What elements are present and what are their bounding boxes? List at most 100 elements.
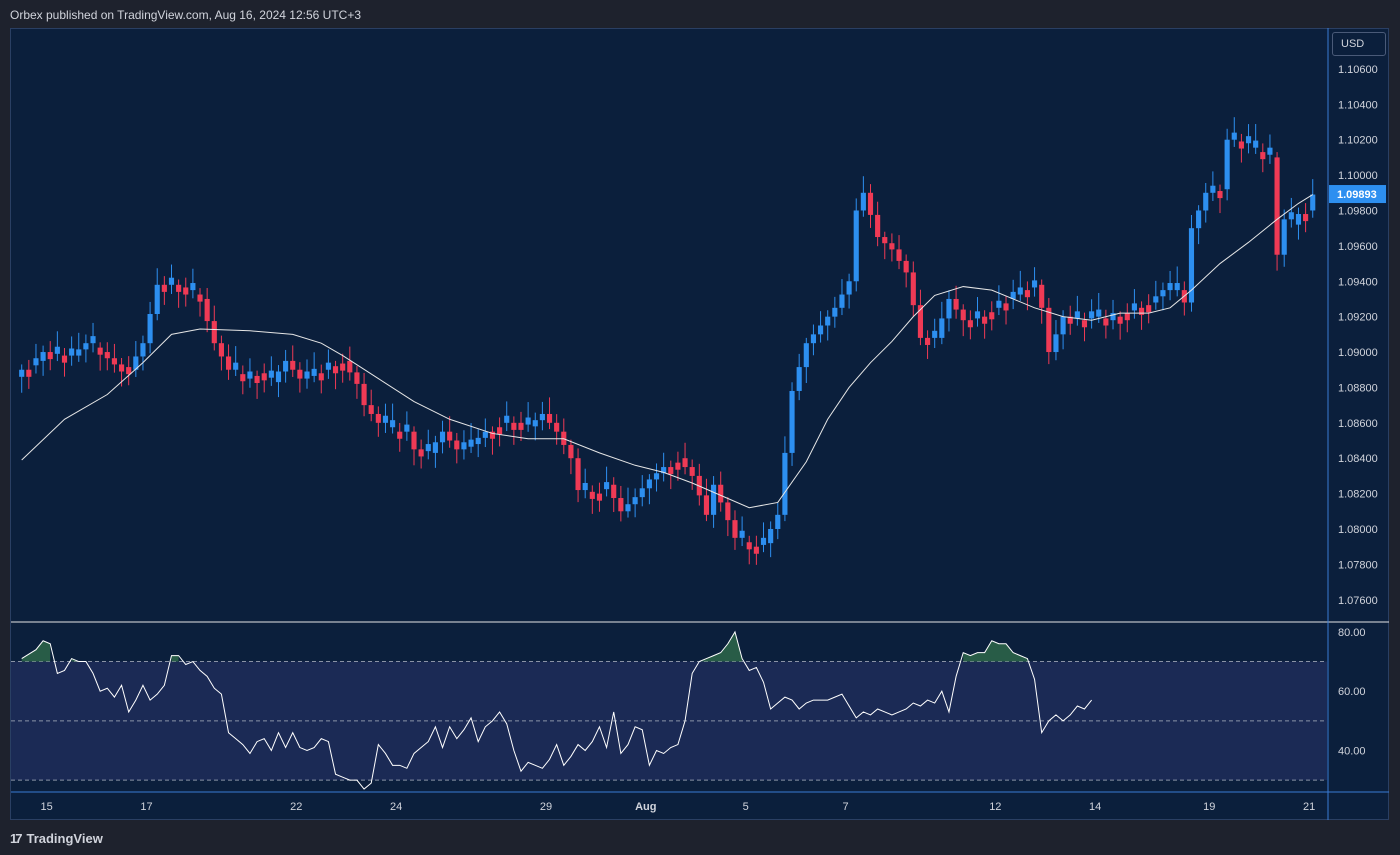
tradingview-logo[interactable]: 17 TradingView: [10, 828, 103, 848]
candle: [1039, 279, 1045, 324]
candle-body: [1295, 214, 1302, 225]
candle: [875, 201, 881, 247]
candle-body: [1231, 132, 1237, 140]
candle-body: [218, 343, 224, 357]
candle-body: [675, 462, 681, 470]
candle: [796, 353, 802, 401]
candle: [632, 488, 638, 518]
candle-body: [404, 424, 410, 432]
candle: [703, 478, 710, 522]
candle: [283, 349, 289, 383]
candle: [1131, 289, 1137, 319]
candle-body: [1060, 316, 1066, 335]
rsi-pane: [11, 661, 1327, 781]
candle: [739, 516, 745, 547]
moving-average-line: [21, 194, 1313, 509]
candle-body: [611, 484, 617, 499]
candle: [1138, 301, 1145, 330]
candle: [1046, 297, 1052, 365]
candle: [546, 397, 553, 430]
publisher-header: Orbex published on TradingView.com, Aug …: [10, 8, 362, 22]
candle: [511, 416, 517, 445]
candle: [753, 535, 759, 565]
candle-body: [61, 355, 68, 363]
candle-body: [1245, 136, 1252, 144]
candle-body: [183, 287, 189, 295]
candle: [1089, 299, 1095, 329]
candle-body: [739, 530, 745, 538]
candle: [1295, 207, 1302, 240]
candle: [982, 310, 988, 339]
candle-body: [1010, 291, 1016, 299]
candle-body: [347, 360, 353, 373]
candle: [1303, 203, 1309, 233]
candle: [126, 356, 132, 386]
candle: [568, 439, 574, 475]
price-tick-label: 1.09600: [1338, 241, 1378, 253]
candle: [853, 198, 859, 292]
candle: [910, 261, 916, 317]
candle-body: [810, 334, 817, 344]
candle: [1081, 312, 1088, 342]
candle: [917, 289, 923, 346]
candle-body: [1003, 303, 1009, 311]
candle-body: [1210, 185, 1216, 193]
candle: [111, 343, 117, 373]
rsi-overbought-fill: [71, 658, 86, 662]
candle: [1196, 205, 1202, 245]
candle-body: [1053, 334, 1059, 353]
candle: [1224, 128, 1230, 201]
candle-body: [518, 422, 524, 430]
candle: [1267, 134, 1273, 164]
candle: [775, 502, 781, 540]
candle: [1031, 267, 1038, 297]
candle-body: [425, 444, 431, 452]
price-tick-label: 1.10200: [1338, 135, 1378, 147]
candle: [746, 535, 752, 565]
candle: [525, 402, 531, 432]
candle-body: [140, 343, 146, 357]
candle: [711, 476, 717, 528]
candle: [939, 301, 945, 345]
candle-body: [111, 358, 117, 365]
candle: [675, 451, 681, 481]
candle-body: [646, 479, 652, 489]
candle-body: [1138, 307, 1145, 315]
time-tick-label: 24: [390, 801, 402, 813]
candle: [689, 459, 695, 490]
candle: [147, 301, 153, 354]
candle: [518, 411, 524, 441]
candle-body: [290, 360, 296, 370]
candle-body: [982, 316, 988, 324]
candle-body: [304, 371, 310, 379]
candle-body: [1103, 318, 1109, 326]
candle: [497, 417, 503, 447]
candle: [653, 463, 660, 492]
candle: [489, 426, 496, 455]
candle-body: [568, 444, 574, 459]
candle: [532, 412, 538, 441]
candle-body: [703, 495, 710, 515]
candle: [889, 233, 895, 262]
candle: [1181, 281, 1187, 316]
candle: [47, 341, 53, 371]
candle-body: [539, 413, 545, 421]
price-tick-label: 1.07800: [1338, 559, 1378, 571]
candle-body: [54, 346, 60, 354]
candle: [1310, 179, 1316, 218]
candle-body: [33, 358, 39, 366]
candle: [247, 358, 253, 388]
candle: [368, 389, 374, 422]
candle-body: [1196, 210, 1202, 229]
candle: [846, 273, 852, 309]
candle-body: [853, 210, 859, 282]
candle: [133, 341, 139, 377]
currency-button[interactable]: USD: [1332, 32, 1386, 56]
time-tick-label: 21: [1303, 801, 1315, 813]
candle: [625, 487, 631, 518]
candle-body: [967, 320, 973, 328]
candle: [1024, 281, 1030, 311]
candle-body: [1160, 290, 1166, 297]
candle: [839, 279, 845, 316]
